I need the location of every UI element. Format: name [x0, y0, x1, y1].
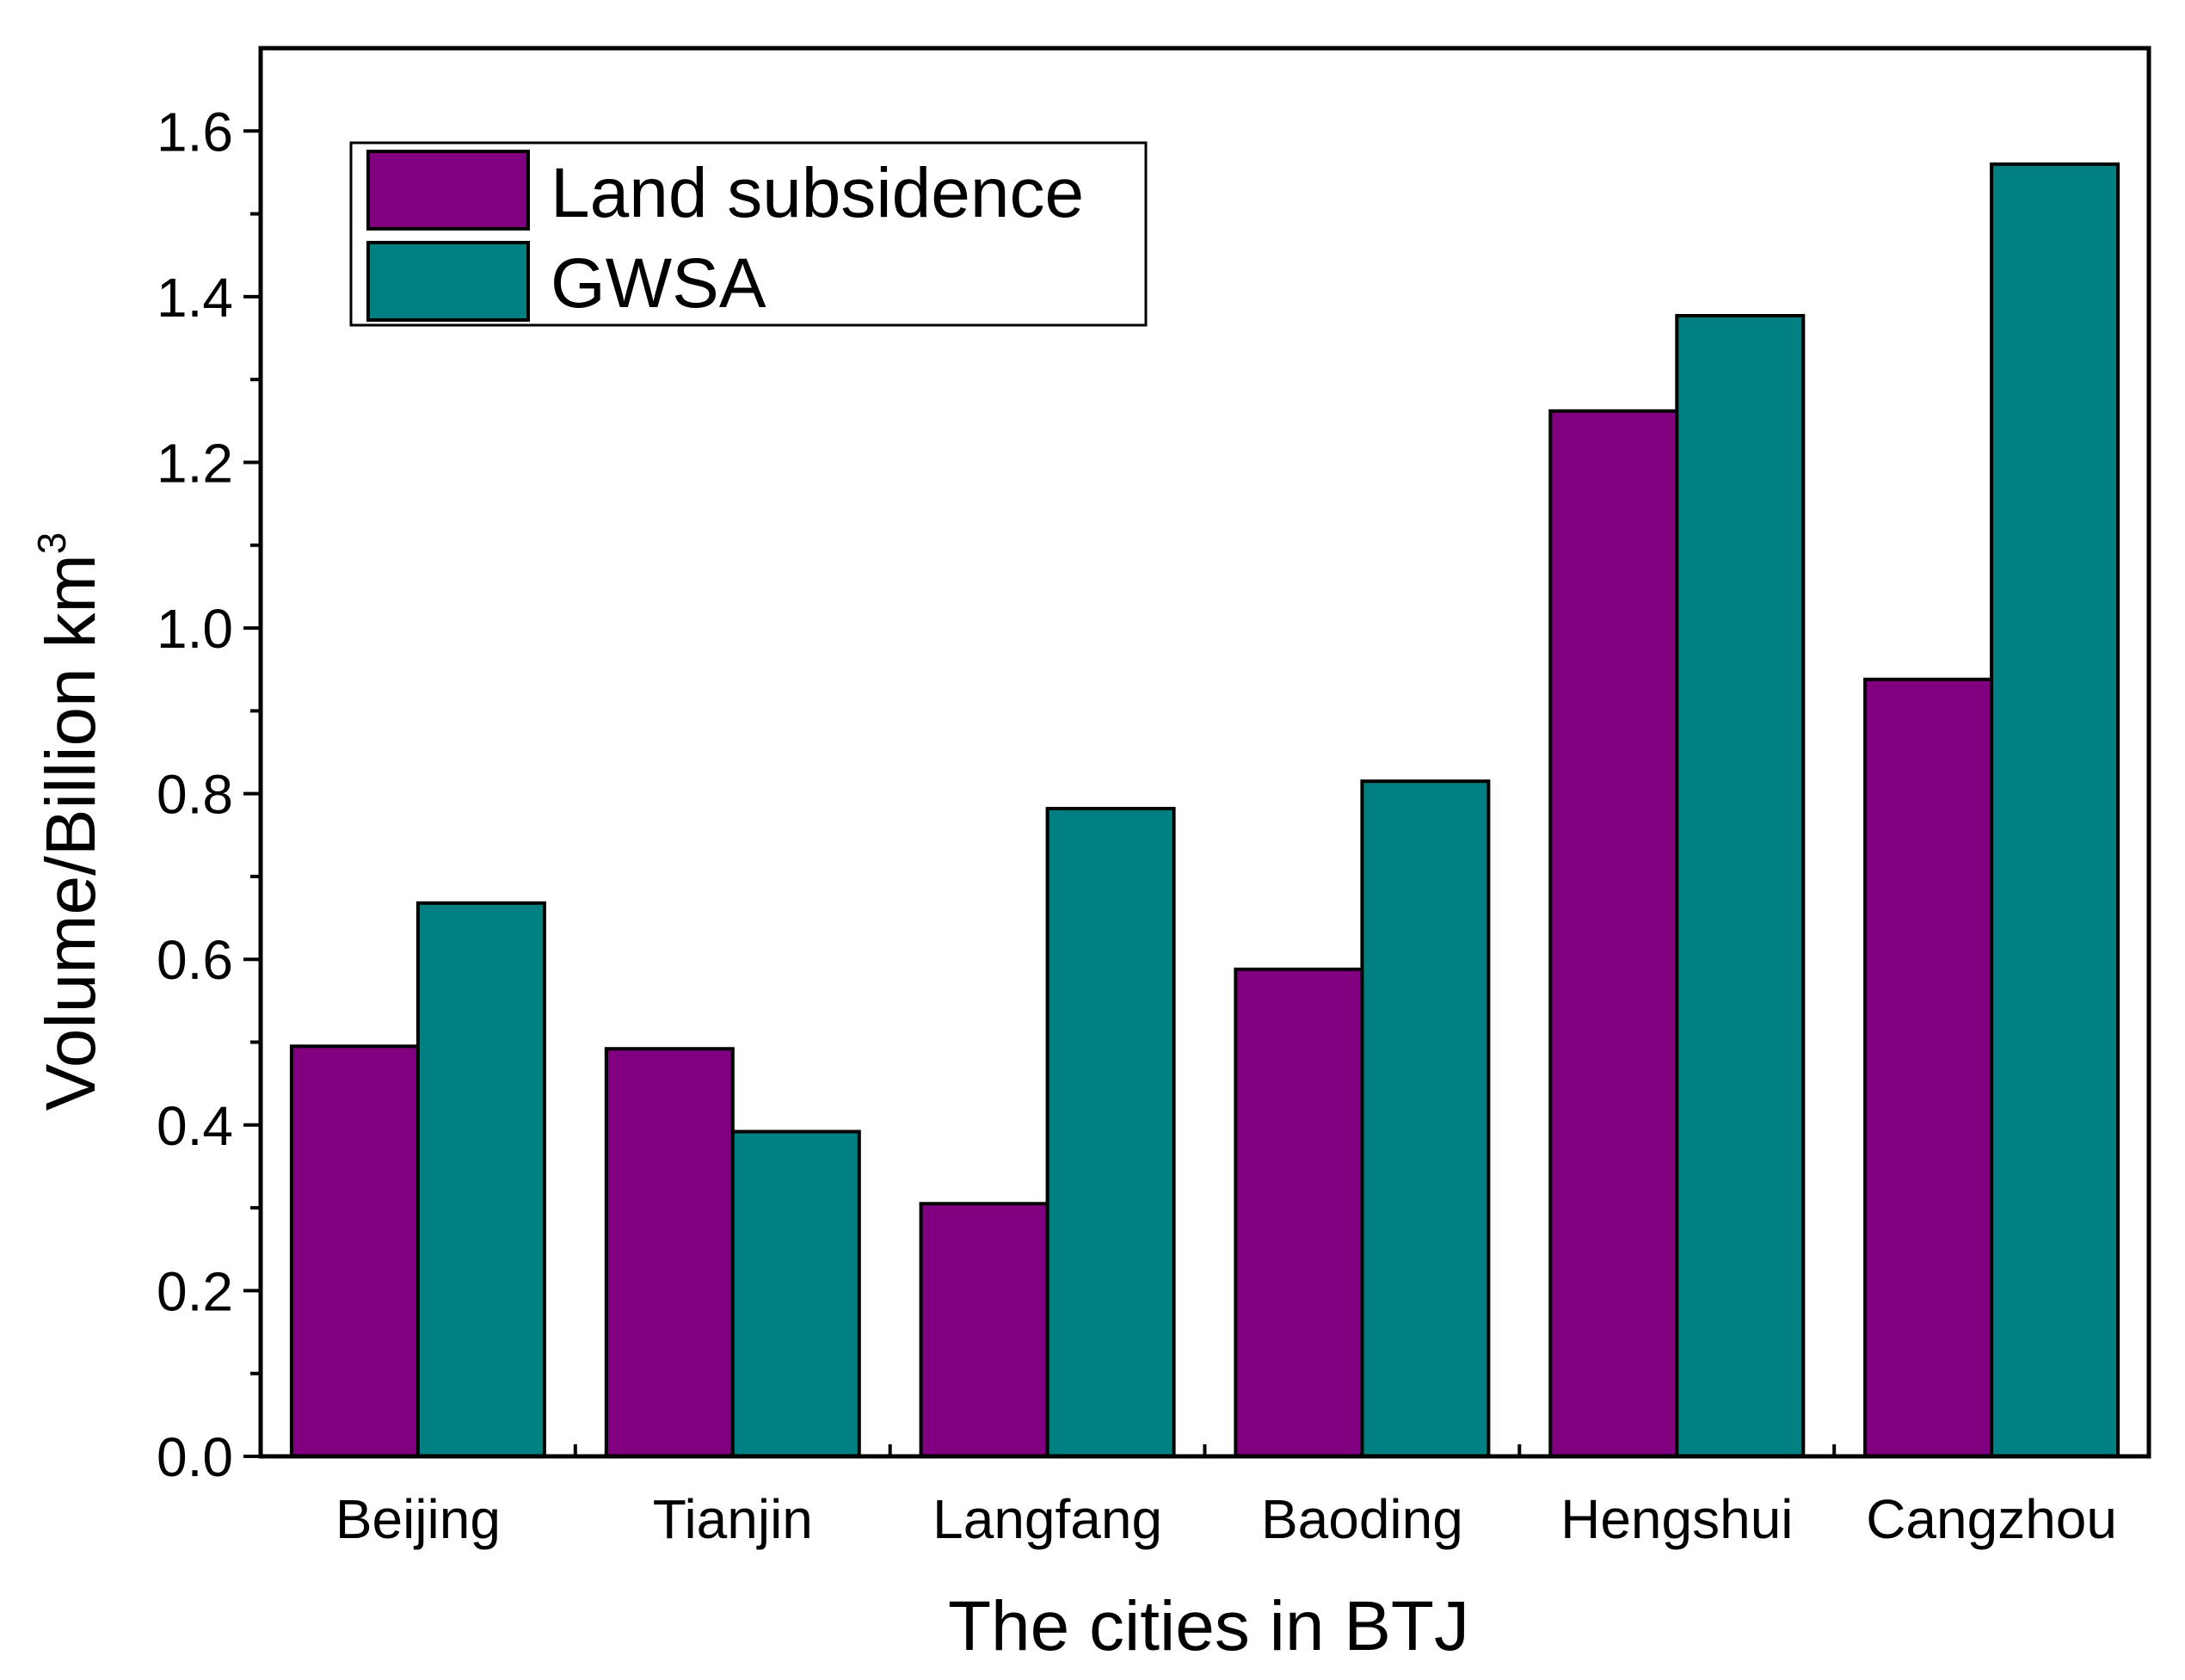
ticks-layer: Beijing Tianjin Langfang Baoding Hengshui Can… [157, 101, 2117, 1550]
y-tick-label: 1.0 [157, 598, 233, 660]
y-tick-label: 0.4 [157, 1095, 233, 1157]
bar-gwsa-hengshui [1675, 314, 1806, 1458]
y-tick-label: 0.2 [157, 1260, 233, 1322]
bar-gwsa-baoding [1360, 779, 1491, 1458]
bar-land-subsidence-cangzhou [1863, 677, 1994, 1458]
x-axis-title: The cities in BTJ [948, 1587, 1469, 1665]
legend-label-land-subsidence: Land subsidence [551, 154, 1084, 232]
y-tick-label: 0.6 [157, 929, 233, 991]
bar-land-subsidence-hengshui [1548, 409, 1679, 1458]
y-tick-label: 1.2 [157, 433, 233, 495]
legend-swatch-land-subsidence [366, 150, 530, 231]
bar-land-subsidence-langfang [919, 1202, 1049, 1459]
x-tick-label-tianjin: Tianjin [653, 1488, 813, 1550]
y-tick-label: 1.4 [157, 267, 233, 329]
y-axis-title-main: Volume/Billion km [32, 554, 110, 1111]
bar-gwsa-langfang [1045, 807, 1176, 1458]
bar-land-subsidence-baoding [1234, 967, 1364, 1459]
x-tick-label-hengshui: Hengshui [1560, 1488, 1793, 1550]
x-tick-label-cangzhou: Cangzhou [1866, 1488, 2117, 1550]
y-axis-title: Volume/Billion km3 [29, 532, 110, 1111]
x-tick-label-langfang: Langfang [932, 1488, 1162, 1550]
y-axis-title-superscript: 3 [29, 532, 74, 555]
y-tick-label: 0.8 [157, 764, 233, 826]
bars-layer [289, 162, 2120, 1459]
legend-label-gwsa: GWSA [551, 244, 766, 323]
bar-land-subsidence-beijing [289, 1044, 420, 1459]
y-tick-label: 0.0 [157, 1426, 233, 1488]
legend-swatch-gwsa [366, 241, 530, 322]
bar-gwsa-beijing [415, 901, 546, 1459]
bar-gwsa-tianjin [730, 1129, 861, 1458]
y-tick-label: 1.6 [157, 101, 233, 163]
legend: Land subsidence GWSA [349, 141, 1148, 327]
x-tick-label-beijing: Beijing [335, 1488, 501, 1550]
bar-land-subsidence-tianjin [604, 1047, 735, 1458]
bar-gwsa-cangzhou [1990, 162, 2120, 1458]
x-tick-label-baoding: Baoding [1261, 1488, 1463, 1550]
